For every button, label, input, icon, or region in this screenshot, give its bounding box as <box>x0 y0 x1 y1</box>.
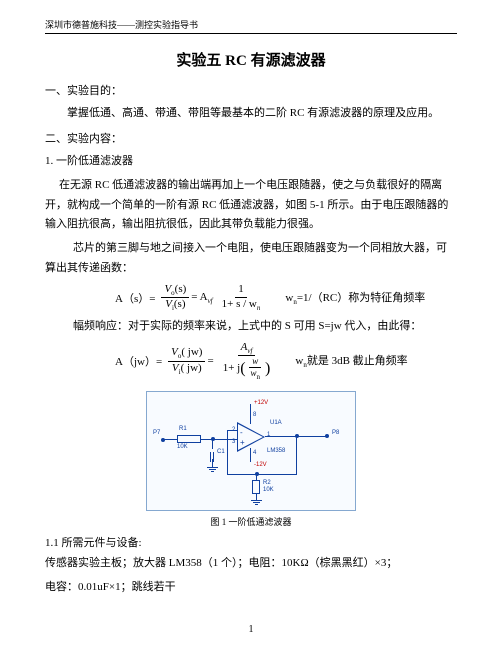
label-minus: - <box>240 428 243 437</box>
components-line-1: 传感器实验主板；放大器 LM358（1 个）；电阻：10KΩ（棕黑黑红）×3； <box>45 554 457 574</box>
formula-2-eq: = <box>207 355 213 367</box>
label-n12v: -12V <box>254 462 267 468</box>
label-r2: R2 <box>263 480 271 486</box>
label-p7: P7 <box>153 430 160 436</box>
label-lm358: LM358 <box>267 448 285 454</box>
label-c1: C1 <box>217 449 225 455</box>
subsection-1-heading: 1. 一阶低通滤波器 <box>45 152 457 168</box>
section-2-heading: 二、实验内容： <box>45 130 457 146</box>
section-1-heading: 一、实验目的： <box>45 82 457 98</box>
label-plus: + <box>240 438 245 447</box>
formula-1-frac2: 1 1+ s / wn <box>219 283 264 312</box>
page-number: 1 <box>0 624 502 635</box>
label-r1v: 10K <box>177 444 188 450</box>
label-pin3: 3 <box>232 439 235 445</box>
page-header: 深圳市德普施科技——测控实验指导书 <box>45 18 457 34</box>
label-r2v: 10K <box>263 487 274 493</box>
subsection-1-1-heading: 1.1 所需元件与设备: <box>45 534 457 550</box>
section-1-body: 掌握低通、高通、带通、带阻等最基本的二阶 RC 有源滤波器的原理及应用。 <box>45 104 457 124</box>
paragraph-1: 在无源 RC 低通滤波器的输出端再加上一个电压跟随器，使之与负载很好的隔离开，就… <box>45 176 457 235</box>
formula-2-note: wn就是 3dB 截止角频率 <box>295 352 407 369</box>
label-pin8: 8 <box>253 412 256 418</box>
components-line-2: 电容：0.01uF×1；跳线若干 <box>45 578 457 598</box>
label-r1: R1 <box>179 426 187 432</box>
paragraph-2: 芯片的第三脚与地之间接入一个电阻，使电压跟随器变为一个同相放大器，可算出其传递函… <box>45 239 457 279</box>
formula-2-frac1: Vo( jw) Vi( jw) <box>168 346 205 376</box>
label-pin1: 1 <box>267 432 270 438</box>
formula-1: A（s）= Vo(s) Vi(s) = Avf 1 1+ s / wn wn=1… <box>45 283 457 313</box>
circuit-diagram: P7 R1 10K C1 - + 2 3 1 U1A LM358 8 +12V … <box>146 391 356 511</box>
label-p12v: +12V <box>254 400 268 406</box>
formula-1-note: wn=1/（RC）称为特征角频率 <box>285 289 425 306</box>
formula-2-frac2: Avf 1+ j ( w wn ) <box>220 341 274 382</box>
label-u1a: U1A <box>270 420 282 426</box>
circuit-caption: 图 1 一阶低通滤波器 <box>45 515 457 528</box>
doc-title: 实验五 RC 有源滤波器 <box>45 49 457 70</box>
formula-2-label: A（jw）= <box>115 353 162 369</box>
formula-1-eq: = Avf <box>191 291 212 305</box>
label-pin4: 4 <box>253 450 256 456</box>
formula-1-frac1: Vo(s) Vi(s) <box>161 283 189 313</box>
formula-1-label: A（s）= <box>115 290 155 306</box>
paragraph-3: 幅频响应：对于实际的频率来说，上式中的 S 可用 S=jw 代入，由此得： <box>45 317 457 337</box>
label-p8: P8 <box>332 430 339 436</box>
formula-2: A（jw）= Vo( jw) Vi( jw) = Avf 1+ j ( w wn… <box>45 341 457 382</box>
